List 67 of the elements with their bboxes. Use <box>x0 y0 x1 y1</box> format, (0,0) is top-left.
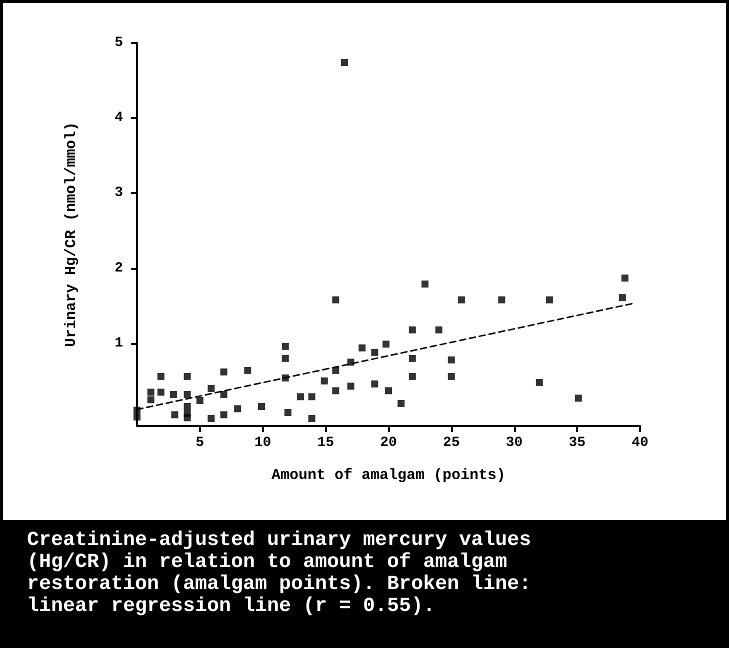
point <box>184 402 191 410</box>
point <box>408 326 416 334</box>
point <box>220 368 228 376</box>
point <box>282 342 289 350</box>
y-tick-label: 3 <box>114 185 123 202</box>
point <box>382 340 390 348</box>
y-tick-label: 5 <box>114 35 123 51</box>
point <box>371 380 378 388</box>
point <box>448 356 455 364</box>
x-tick-label: 15 <box>317 435 334 451</box>
point <box>258 402 265 410</box>
point <box>157 388 164 396</box>
point <box>448 372 455 380</box>
point <box>371 348 378 356</box>
x-tick-label: 10 <box>254 435 272 451</box>
point <box>546 296 553 304</box>
point <box>332 296 340 304</box>
point <box>208 384 215 392</box>
y-axis-title: Urinary Hg/CR (nmol/mmol) <box>63 122 80 348</box>
point <box>284 408 292 416</box>
y-tick-label: 1 <box>114 335 123 352</box>
point <box>435 326 442 334</box>
point <box>184 414 191 422</box>
point <box>282 354 289 362</box>
point <box>408 354 416 362</box>
point <box>398 400 405 407</box>
point <box>618 294 626 302</box>
point <box>157 372 164 380</box>
point <box>421 280 428 288</box>
x-tick-label: 20 <box>380 435 397 451</box>
point <box>320 377 328 384</box>
x-tick-label: 35 <box>568 435 586 451</box>
point <box>170 390 177 398</box>
text: Creatinine-adjusted urinary mercury values (Hg/CR) in relation to amount of amalgam restoration (amalgam points). Broken line: linear regression line (r = 0.55). <box>3 520 726 645</box>
point <box>244 366 252 374</box>
point <box>296 393 304 400</box>
point <box>184 390 191 398</box>
point <box>385 387 392 394</box>
x-axis-title: Amount of amalgam (points) <box>271 467 506 484</box>
point <box>171 411 178 418</box>
point <box>220 411 228 418</box>
point <box>134 413 140 420</box>
point <box>536 378 543 386</box>
point <box>308 393 316 400</box>
x-tick-label: 40 <box>632 435 648 451</box>
point <box>147 396 154 404</box>
point <box>621 274 628 282</box>
y-tick-label: 4 <box>114 110 123 126</box>
point <box>458 296 465 304</box>
point <box>347 382 354 390</box>
point <box>358 344 366 352</box>
x-tick-label: 5 <box>196 435 204 451</box>
point <box>408 372 416 380</box>
point <box>147 388 154 396</box>
point <box>208 414 215 422</box>
x-tick-label: 30 <box>506 435 523 451</box>
point <box>184 372 191 380</box>
point <box>332 387 340 394</box>
point <box>196 396 204 404</box>
point <box>308 414 316 422</box>
point <box>498 296 506 304</box>
point <box>340 59 348 66</box>
point <box>574 394 582 402</box>
point <box>220 390 228 398</box>
y-tick-label: 2 <box>114 260 123 276</box>
point <box>234 405 242 412</box>
x-tick-label: 25 <box>442 435 460 451</box>
